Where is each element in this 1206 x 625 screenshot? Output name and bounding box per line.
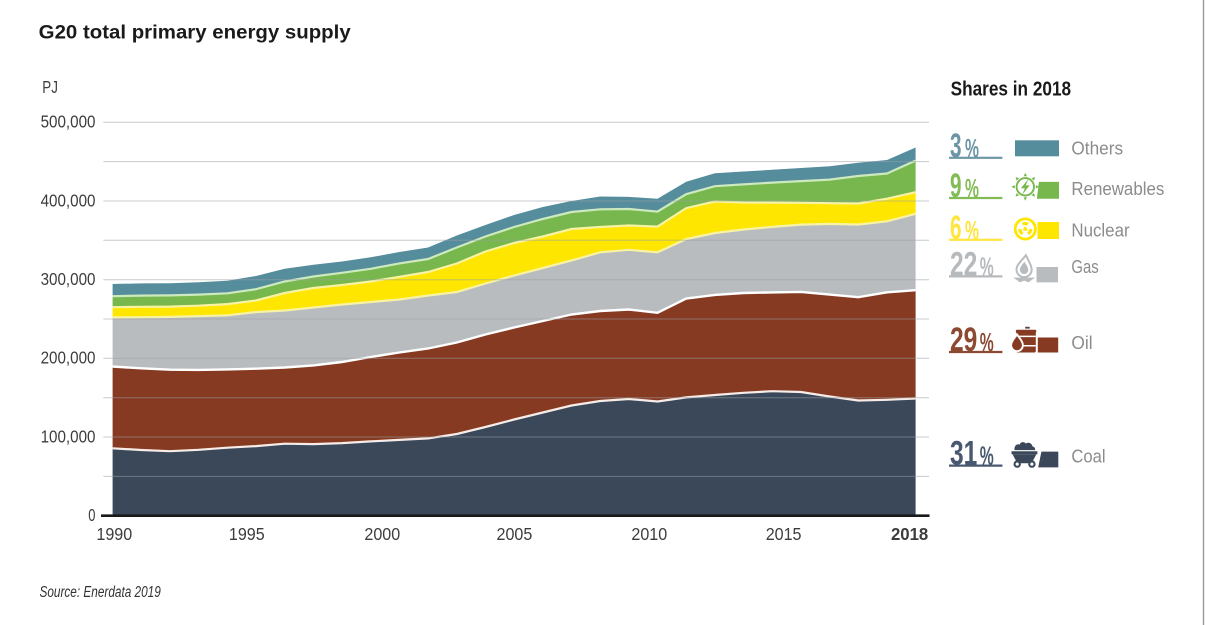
svg-text:Gas: Gas: [1071, 257, 1098, 277]
svg-text:%: %: [980, 253, 994, 281]
svg-text:1995: 1995: [229, 524, 265, 544]
svg-text:%: %: [965, 217, 979, 245]
svg-text:Shares in 2018: Shares in 2018: [951, 78, 1072, 100]
svg-text:Renewables: Renewables: [1071, 179, 1164, 199]
svg-text:Nuclear: Nuclear: [1071, 221, 1129, 241]
svg-text:%: %: [980, 443, 994, 471]
svg-text:%: %: [965, 175, 979, 203]
svg-text:2018: 2018: [891, 524, 929, 544]
svg-text:300,000: 300,000: [41, 269, 96, 289]
svg-text:2000: 2000: [364, 524, 400, 544]
svg-text:400,000: 400,000: [41, 190, 96, 210]
svg-text:PJ: PJ: [42, 77, 58, 97]
svg-text:2005: 2005: [497, 524, 533, 544]
svg-text:Oil: Oil: [1071, 333, 1092, 353]
svg-text:Coal: Coal: [1071, 446, 1105, 466]
svg-text:29: 29: [950, 321, 977, 359]
svg-text:200,000: 200,000: [41, 348, 96, 368]
svg-text:%: %: [965, 135, 979, 163]
svg-text:3: 3: [950, 127, 962, 165]
svg-text:1990: 1990: [96, 524, 132, 544]
svg-text:500,000: 500,000: [41, 112, 96, 132]
svg-text:0: 0: [88, 505, 95, 525]
svg-text:2015: 2015: [766, 524, 802, 544]
svg-text:2010: 2010: [631, 524, 667, 544]
svg-text:31: 31: [950, 435, 977, 473]
svg-text:%: %: [980, 329, 994, 357]
svg-text:Others: Others: [1071, 139, 1123, 159]
svg-text:9: 9: [950, 167, 962, 205]
svg-text:6: 6: [950, 209, 962, 247]
svg-text:Source: Enerdata 2019: Source: Enerdata 2019: [40, 584, 162, 601]
svg-text:22: 22: [950, 245, 977, 283]
svg-text:G20 total primary energy suppl: G20 total primary energy supply: [39, 22, 351, 43]
svg-text:100,000: 100,000: [41, 426, 96, 446]
